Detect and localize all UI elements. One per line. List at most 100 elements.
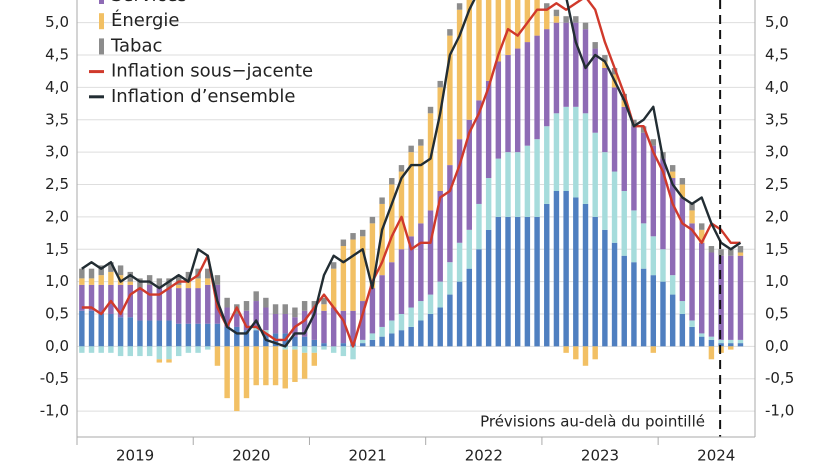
bar-segment bbox=[311, 352, 318, 366]
bar-segment bbox=[427, 106, 434, 114]
bar-segment bbox=[330, 346, 337, 353]
bar-segment bbox=[79, 310, 85, 347]
x-tick-label: 2019 bbox=[116, 447, 154, 465]
bar-segment bbox=[621, 190, 627, 256]
bar-segment bbox=[166, 278, 172, 289]
bar-segment bbox=[369, 223, 376, 289]
bar-segment bbox=[505, 152, 511, 217]
bar-segment bbox=[108, 346, 114, 353]
bar-segment bbox=[563, 346, 569, 353]
bar-segment bbox=[108, 271, 114, 285]
bar-segment bbox=[398, 313, 405, 331]
bar-segment bbox=[650, 139, 657, 146]
bar-segment bbox=[243, 301, 250, 311]
bar-segment bbox=[505, 0, 511, 56]
bar-segment bbox=[195, 278, 201, 289]
bar-segment bbox=[175, 275, 182, 285]
y-tick-label: 1,0 bbox=[45, 272, 69, 290]
bar-segment bbox=[534, 216, 540, 347]
bar-segment bbox=[185, 346, 192, 353]
bar-segment bbox=[553, 16, 560, 23]
bar-segment bbox=[447, 262, 453, 295]
bar-segment bbox=[175, 346, 182, 357]
bar-segment bbox=[350, 346, 356, 360]
bar-segment bbox=[485, 178, 492, 230]
bar-segment bbox=[621, 255, 627, 347]
bar-segment bbox=[166, 346, 172, 360]
bar-segment bbox=[456, 9, 463, 140]
bar-segment bbox=[573, 22, 579, 107]
bar-segment bbox=[243, 310, 250, 331]
bar-segment bbox=[447, 35, 453, 166]
bar-segment bbox=[389, 178, 395, 185]
bar-segment bbox=[544, 203, 550, 347]
bar-segment bbox=[117, 346, 124, 357]
bar-segment bbox=[427, 210, 434, 295]
bar-segment bbox=[728, 343, 734, 347]
x-tick-label: 2021 bbox=[348, 447, 386, 465]
bar-segment bbox=[205, 284, 211, 324]
bar-segment bbox=[718, 255, 724, 340]
bar-segment bbox=[243, 346, 250, 399]
y2-tick-label: 4,5 bbox=[765, 46, 789, 64]
bar-segment bbox=[253, 301, 259, 327]
bar-segment bbox=[737, 339, 744, 344]
bar-segment bbox=[708, 346, 715, 360]
bar-segment bbox=[737, 343, 744, 347]
bar-segment bbox=[447, 29, 453, 36]
bar-segment bbox=[505, 216, 511, 347]
bar-segment bbox=[88, 268, 95, 279]
y-tick-label: 1,5 bbox=[45, 240, 69, 258]
bar-segment bbox=[330, 307, 337, 347]
bar-segment bbox=[108, 284, 114, 314]
legend-label: Services bbox=[111, 0, 187, 6]
bar-segment bbox=[650, 275, 657, 347]
bar-segment bbox=[185, 323, 192, 347]
bar-segment bbox=[282, 313, 288, 334]
bar-segment bbox=[205, 268, 211, 279]
bar-segment bbox=[214, 275, 221, 285]
bar-segment bbox=[456, 3, 463, 10]
bar-segment bbox=[418, 320, 424, 347]
bar-segment bbox=[679, 313, 686, 347]
bar-segment bbox=[408, 326, 414, 347]
bar-segment bbox=[263, 346, 269, 386]
bar-segment bbox=[650, 346, 657, 353]
bar-segment bbox=[272, 346, 279, 386]
bar-segment bbox=[495, 216, 502, 347]
annotation: Prévisions au-delà du pointillé bbox=[480, 413, 705, 431]
bar-segment bbox=[582, 22, 589, 30]
bar-segment bbox=[466, 229, 472, 269]
bar-segment bbox=[79, 278, 85, 285]
bar-segment bbox=[98, 265, 104, 276]
bar-segment bbox=[592, 48, 598, 133]
bar-segment bbox=[466, 119, 472, 230]
bar-segment bbox=[582, 29, 589, 114]
bar-segment bbox=[224, 297, 230, 308]
bar-segment bbox=[253, 330, 259, 347]
bar-segment bbox=[301, 310, 308, 337]
bar-segment bbox=[224, 346, 230, 399]
bar-segment bbox=[88, 310, 95, 347]
bar-segment bbox=[534, 139, 540, 217]
bar-segment bbox=[602, 67, 608, 153]
bar-segment bbox=[679, 197, 686, 302]
bar-segment bbox=[195, 323, 201, 347]
bar-segment bbox=[650, 236, 657, 276]
bar-segment bbox=[737, 246, 744, 253]
y-tick-label: 3,0 bbox=[45, 143, 69, 161]
bar-segment bbox=[272, 304, 279, 314]
bar-segment bbox=[137, 346, 143, 357]
bar-segment bbox=[602, 152, 608, 230]
bar-segment bbox=[263, 307, 269, 331]
bar-segment bbox=[234, 326, 240, 347]
bar-segment bbox=[718, 339, 724, 344]
bar-segment bbox=[689, 326, 695, 347]
bar-segment bbox=[408, 307, 414, 327]
bar-segment bbox=[311, 301, 318, 308]
bar-segment bbox=[234, 346, 240, 412]
bar-segment bbox=[156, 320, 163, 347]
legend-label: Inflation sous−jacente bbox=[111, 61, 313, 82]
